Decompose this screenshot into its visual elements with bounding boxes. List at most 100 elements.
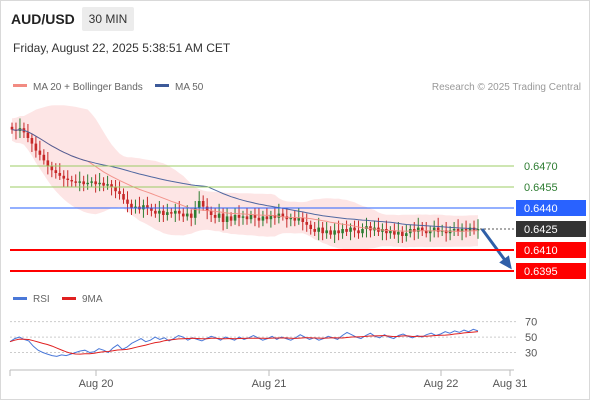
candle-body (337, 230, 340, 234)
candle-body (361, 229, 364, 234)
candle-body (249, 215, 253, 220)
candle-body (428, 230, 432, 234)
candle-body (293, 217, 297, 221)
candle-body (389, 230, 392, 234)
candle-body (50, 166, 54, 171)
candle-body (193, 208, 197, 218)
candle-body (74, 181, 78, 183)
ma50-legend-swatch (155, 84, 169, 87)
rsi-tick-label: 30 (525, 348, 537, 360)
candle-body (241, 216, 245, 218)
level-label: 0.6470 (524, 161, 558, 173)
candle-body (353, 227, 356, 231)
level-label: 0.6410 (524, 245, 558, 257)
ma50-legend-label: MA 50 (175, 82, 204, 93)
rsi-legend-label: RSI (33, 294, 50, 305)
level-badge (516, 263, 586, 279)
candle-body (420, 227, 424, 231)
candle-body (134, 206, 137, 208)
candle-body (257, 217, 261, 221)
candle-body (118, 191, 121, 194)
timeframe-label: 30 MIN (89, 12, 128, 26)
candle-body (150, 208, 153, 211)
candle-body (285, 216, 289, 220)
rsi-plot: 70 50 30 (9, 317, 537, 360)
level-label: 0.6425 (524, 224, 558, 236)
symbol-box (8, 7, 78, 31)
rsi-ma-line (9, 331, 479, 355)
candle-body (185, 213, 189, 217)
candle-body (162, 210, 165, 215)
candle-body (345, 229, 348, 232)
x-tick-label: Aug 22 (424, 378, 459, 390)
candle-body (401, 231, 404, 236)
candle-body (166, 212, 169, 215)
candle-body (90, 181, 93, 183)
candle-body (126, 199, 129, 204)
candle-body (281, 213, 285, 217)
candle-body (313, 229, 317, 232)
timeframe-badge[interactable] (82, 7, 134, 31)
candle-body (34, 143, 38, 151)
ma50-line (11, 129, 479, 230)
candle-body (412, 229, 416, 232)
candle-body (58, 173, 62, 176)
forecast-arrow-head (499, 255, 512, 270)
candle-body (277, 213, 281, 218)
candle-body (102, 182, 105, 186)
credit-label: Research © 2025 Trading Central (432, 82, 581, 93)
candle-body (444, 230, 448, 234)
ma20-legend-swatch (13, 84, 27, 87)
candle-body (114, 187, 117, 192)
x-axis: Aug 20 Aug 21 Aug 22 Aug 31 (9, 369, 528, 390)
x-tick-label: Aug 31 (493, 378, 528, 390)
candle-body (10, 126, 14, 130)
candle-body (349, 227, 352, 232)
x-tick-label: Aug 20 (79, 378, 114, 390)
candle-body (273, 215, 277, 218)
candle-body (325, 230, 328, 234)
candle-body (54, 170, 58, 173)
candle-body (448, 230, 452, 234)
candle-body (209, 210, 213, 215)
candle-body (341, 229, 344, 234)
candle-body (205, 206, 209, 211)
candle-body (329, 230, 332, 235)
candle-body (177, 210, 181, 214)
candle-body (432, 227, 436, 231)
candle-body (297, 217, 301, 221)
candle-body (436, 227, 440, 232)
candle-body (189, 213, 193, 218)
candle-body (289, 217, 293, 220)
candle-body (265, 216, 269, 220)
rsi-line (9, 328, 479, 357)
candle-body (393, 230, 396, 235)
candle-body (305, 222, 309, 225)
candle-body (42, 154, 46, 161)
candle-body (424, 230, 428, 234)
candle-body (30, 138, 34, 144)
candle-body (173, 210, 177, 214)
candle-body (321, 227, 324, 234)
candle-body (213, 215, 217, 218)
candle-body (237, 215, 241, 218)
x-tick-label: Aug 21 (252, 378, 287, 390)
level-label: 0.6395 (524, 266, 558, 278)
rsi-tick-label: 70 (525, 317, 537, 329)
candle-body (301, 217, 305, 222)
price-levels: 0.6470 0.6455 0.6440 0.6425 0.6410 0.6395 (10, 161, 586, 279)
candle-body (253, 215, 257, 218)
candle-body (221, 213, 225, 222)
ma20-legend-label: MA 20 + Bollinger Bands (33, 82, 143, 93)
datetime-label: Friday, August 22, 2025 5:38:51 AM CET (13, 41, 231, 55)
candle-body (460, 229, 464, 232)
candle-body (62, 175, 66, 179)
candle-body (26, 132, 30, 138)
candle-body (181, 213, 185, 217)
candle-body (201, 201, 205, 207)
level-badge (516, 221, 586, 237)
candle-body (225, 216, 229, 222)
price-plot (10, 105, 512, 270)
level-label: 0.6455 (524, 182, 558, 194)
